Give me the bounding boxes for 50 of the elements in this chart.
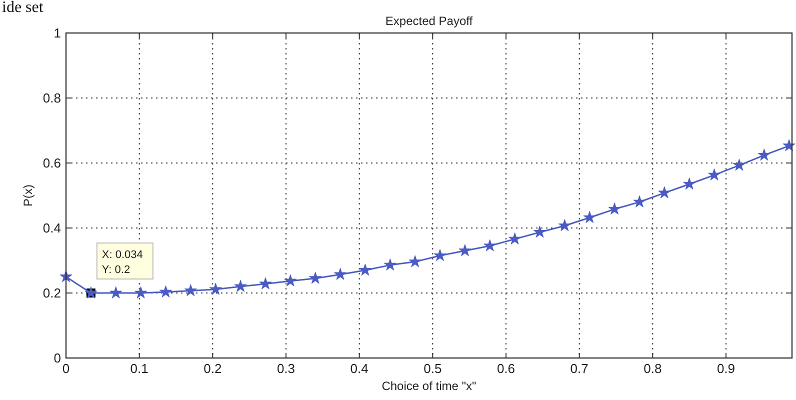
y-tick-label: 0.6	[42, 156, 61, 170]
point	[782, 139, 796, 152]
x-tick-label: 0.1	[130, 361, 148, 376]
point	[84, 286, 98, 298]
point	[608, 202, 621, 215]
point	[309, 272, 322, 284]
point	[758, 148, 770, 161]
y-tick-label: 0	[54, 350, 61, 366]
x-tick-label: 0.8	[644, 361, 662, 376]
y-tick-label: 1	[54, 26, 61, 40]
point	[209, 282, 222, 295]
point	[683, 178, 696, 190]
point	[558, 219, 571, 232]
x-tick-label: 0.9	[716, 361, 736, 376]
point	[458, 244, 472, 256]
point	[284, 274, 297, 286]
y-tick-label: 0.8	[42, 90, 61, 106]
chart-title: Expected Payoff	[385, 14, 474, 28]
x-tick-label: 0.5	[424, 361, 442, 376]
point	[508, 232, 522, 244]
point	[110, 286, 122, 298]
point	[658, 186, 671, 198]
annotation: X: 0.034 Y: 0.2	[102, 249, 143, 276]
point	[708, 168, 721, 180]
point	[484, 239, 496, 252]
point	[60, 270, 72, 282]
point	[384, 258, 396, 270]
point	[134, 286, 148, 298]
point	[408, 255, 422, 268]
y-tick-label: 0.4	[42, 220, 61, 236]
point	[234, 280, 247, 292]
point	[184, 284, 197, 296]
text: ide set	[2, 0, 44, 16]
x-tick-label: 0.6	[496, 361, 516, 376]
x-tick-label: 0.7	[570, 361, 588, 376]
x-tick-label: 0.2	[204, 361, 222, 376]
point	[533, 226, 546, 238]
point	[633, 195, 646, 208]
point	[334, 268, 347, 280]
x-tick-label: 0.3	[276, 361, 296, 376]
point	[583, 211, 596, 223]
point	[434, 249, 446, 261]
point	[732, 158, 746, 171]
point	[159, 285, 172, 298]
point	[358, 264, 372, 276]
point	[259, 277, 272, 290]
y-axis-title: P(x)	[21, 184, 35, 206]
x-axis-title: Choice of time "x"	[382, 379, 476, 393]
x-tick-label: 0.4	[350, 361, 368, 376]
y-tick-label: 0.2	[42, 286, 61, 300]
